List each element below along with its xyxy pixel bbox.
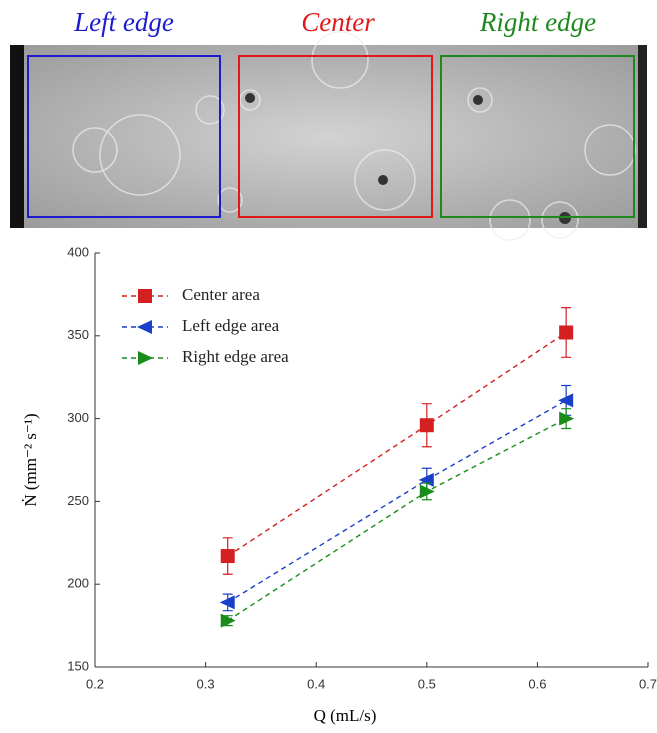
legend-marker — [138, 351, 153, 365]
legend-label: Left edge area — [182, 316, 280, 335]
legend-label: Right edge area — [182, 347, 289, 366]
series-line — [227, 399, 567, 604]
image-label: Left edge — [73, 7, 174, 37]
legend-label: Center area — [182, 285, 260, 304]
marker — [558, 393, 574, 408]
marker — [559, 411, 575, 426]
marker — [219, 595, 235, 610]
x-tick-label: 0.4 — [307, 676, 325, 691]
y-tick-label: 150 — [67, 658, 89, 673]
series-line — [227, 417, 567, 622]
image-label: Center — [301, 7, 375, 37]
x-tick-label: 0.7 — [639, 676, 657, 691]
y-tick-label: 250 — [67, 493, 89, 508]
y-axis-label: Ṅ (mm⁻² s⁻¹) — [21, 413, 40, 506]
photo — [10, 31, 647, 241]
marker — [419, 418, 434, 433]
marker — [419, 484, 435, 499]
image-label: Right edge — [479, 7, 596, 37]
x-axis-label: Q (mL/s) — [314, 706, 377, 725]
marker — [220, 613, 236, 628]
x-tick-label: 0.5 — [418, 676, 436, 691]
y-tick-label: 400 — [67, 244, 89, 259]
x-tick-label: 0.6 — [528, 676, 546, 691]
marker — [559, 325, 574, 340]
x-tick-label: 0.3 — [197, 676, 215, 691]
legend-marker — [137, 320, 152, 334]
y-tick-label: 200 — [67, 576, 89, 591]
legend-marker — [138, 289, 152, 303]
series-line — [227, 331, 567, 557]
marker — [220, 549, 235, 564]
y-tick-label: 300 — [67, 410, 89, 425]
y-tick-label: 350 — [67, 327, 89, 342]
x-tick-label: 0.2 — [86, 676, 104, 691]
